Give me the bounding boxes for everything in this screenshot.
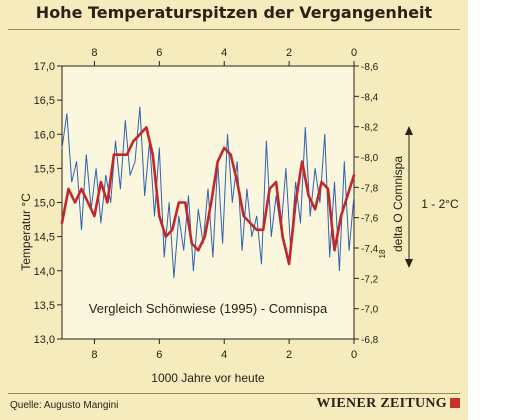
footer-divider bbox=[8, 393, 460, 394]
plot-area bbox=[61, 65, 355, 340]
y-tick-right-label: -8,6 bbox=[361, 62, 379, 73]
chart-panel: Hohe Temperaturspitzen der Vergangenheit… bbox=[0, 0, 468, 420]
x-tick-bottom-label: 4 bbox=[221, 349, 227, 361]
y-tick-right-label: -8,4 bbox=[361, 92, 379, 103]
x-ticks-top: 8 6 4 2 0 bbox=[91, 47, 357, 66]
x-axis-label: 1000 Jahre vor heute bbox=[151, 371, 265, 385]
x-tick-top-label: 4 bbox=[221, 47, 227, 59]
range-arrow-down-icon bbox=[405, 259, 413, 268]
x-tick-bottom-label: 0 bbox=[351, 349, 357, 361]
brand-square-icon bbox=[450, 398, 460, 408]
y-axis-label-right-sub: 18 bbox=[378, 249, 387, 258]
y-axis-label-left: Temperatur °C bbox=[19, 193, 33, 271]
series-layer bbox=[60, 106, 356, 279]
y-tick-left-label: 16,0 bbox=[34, 129, 55, 141]
page-title: Hohe Temperaturspitzen der Vergangenheit bbox=[35, 3, 433, 22]
y-tick-right-label: -6,8 bbox=[361, 335, 379, 346]
y-ticks-right: -8,6 -8,4 -8,2 -8,0 -7,8 -7,6 -7,4 -7,2 -7,0 -6,8 bbox=[354, 62, 379, 346]
brand-name: WIENER ZEITUNG bbox=[316, 396, 447, 411]
y-tick-right-label: -7,4 bbox=[361, 244, 379, 255]
annotation: Vergleich Schönwiese (1995) - Comnispa bbox=[89, 301, 328, 316]
y-tick-left-label: 13,5 bbox=[34, 300, 55, 312]
y-tick-right-label: -7,0 bbox=[361, 305, 379, 316]
x-tick-top-label: 2 bbox=[286, 47, 292, 59]
y-tick-left-label: 15,0 bbox=[34, 198, 55, 210]
y-tick-right-label: -7,6 bbox=[361, 214, 379, 225]
x-tick-bottom-label: 8 bbox=[91, 349, 97, 361]
title-divider bbox=[8, 29, 460, 30]
red-series-line bbox=[60, 126, 356, 266]
y-tick-left-label: 16,5 bbox=[34, 95, 55, 107]
source-credit: Quelle: Augusto Mangini bbox=[10, 400, 119, 411]
y-tick-left-label: 13,0 bbox=[34, 334, 55, 346]
x-tick-top-label: 0 bbox=[351, 47, 357, 59]
x-tick-bottom-label: 6 bbox=[156, 349, 162, 361]
brand-logo: WIENER ZEITUNG bbox=[316, 396, 460, 412]
y-tick-left-label: 15,5 bbox=[34, 163, 55, 175]
chart: 8 6 4 2 0 8 6 4 2 0 17,0 16,5 16,0 15,5 15,0 14,5 14,0… bbox=[19, 47, 459, 385]
y-tick-right-label: -8,2 bbox=[361, 123, 379, 134]
y-tick-left-label: 14,0 bbox=[34, 266, 55, 278]
y-tick-right-label: -7,2 bbox=[361, 274, 379, 285]
x-ticks-bottom: 8 6 4 2 0 bbox=[91, 339, 357, 361]
x-tick-top-label: 6 bbox=[156, 47, 162, 59]
y-tick-right-label: -7,8 bbox=[361, 183, 379, 194]
x-tick-top-label: 8 bbox=[91, 47, 97, 59]
y-tick-left-label: 14,5 bbox=[34, 232, 55, 244]
y-tick-left-label: 17,0 bbox=[34, 61, 55, 73]
range-arrow-up-icon bbox=[405, 126, 413, 135]
x-tick-bottom-label: 2 bbox=[286, 349, 292, 361]
blue-series-line bbox=[61, 106, 355, 279]
y-axis-label-right: delta O Comnispa bbox=[391, 156, 405, 252]
y-tick-right-label: -8,0 bbox=[361, 153, 379, 164]
range-note: 1 - 2°C bbox=[421, 197, 459, 211]
y-ticks-left: 17,0 16,5 16,0 15,5 15,0 14,5 14,0 13,5 13,0 bbox=[34, 61, 62, 346]
